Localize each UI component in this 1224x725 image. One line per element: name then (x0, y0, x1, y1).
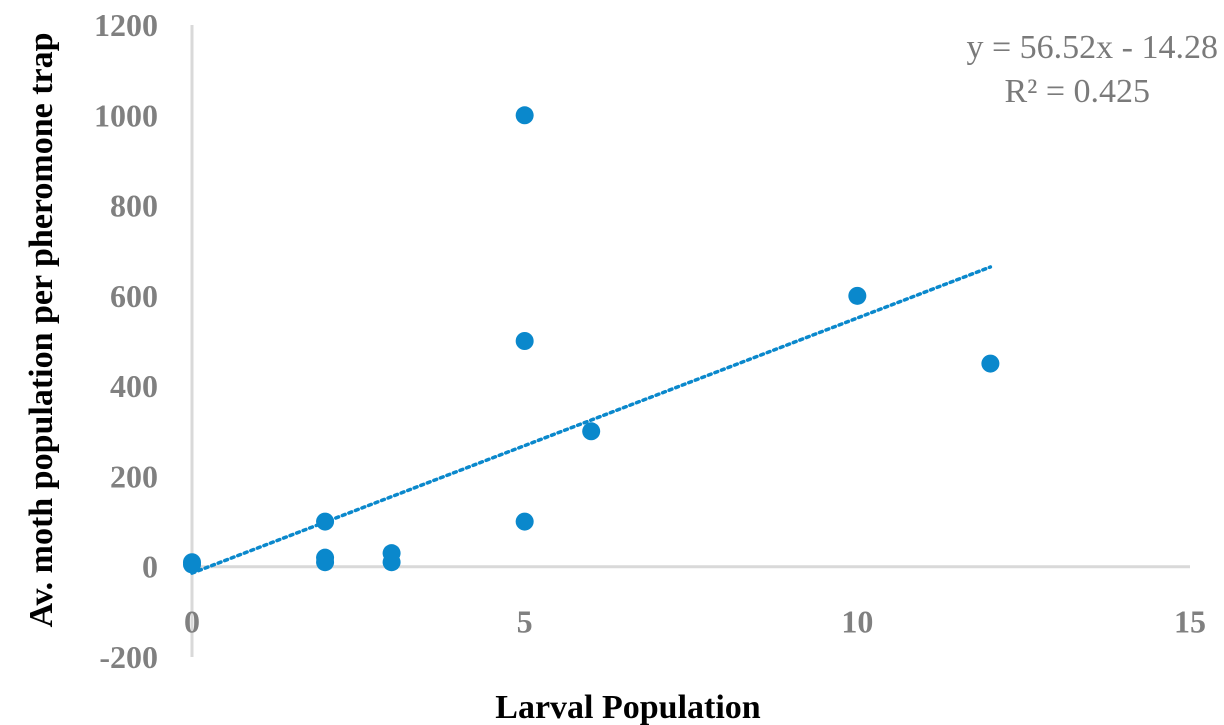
data-point (382, 553, 401, 572)
y-tick-label: -200 (99, 639, 158, 675)
trendline-path (190, 265, 993, 575)
y-tick-label: 0 (142, 549, 158, 585)
data-point (515, 512, 534, 531)
x-tick-label: 10 (841, 604, 873, 640)
r-squared-label: R² = 0.425 (1004, 73, 1150, 110)
x-tick-labels: 0 5 10 15 (184, 604, 1206, 640)
trendline (190, 265, 993, 575)
data-point (515, 106, 534, 125)
axes (190, 25, 1190, 657)
x-tick-label: 0 (184, 604, 200, 640)
data-point (848, 286, 867, 305)
x-tick-label: 15 (1174, 604, 1206, 640)
data-point (981, 354, 1000, 373)
data-point (515, 332, 534, 350)
data-point (582, 422, 601, 441)
data-point (316, 512, 335, 531)
y-tick-labels: -200 0 200 400 600 800 1000 1200 (94, 7, 158, 675)
x-tick-label: 5 (517, 604, 533, 640)
y-tick-label: 1200 (94, 7, 158, 43)
y-tick-label: 400 (110, 368, 158, 404)
x-axis-title: Larval Population (495, 689, 761, 725)
data-point (183, 555, 201, 574)
y-axis-title: Av. moth population per pheromone trap (23, 32, 60, 627)
y-tick-label: 600 (110, 278, 158, 314)
y-tick-label: 200 (110, 458, 158, 494)
trendline-equation: y = 56.52x - 14.28 (967, 29, 1219, 66)
data-points (183, 106, 1000, 574)
y-tick-label: 1000 (94, 97, 158, 133)
data-point (316, 553, 335, 572)
y-tick-label: 800 (110, 188, 158, 224)
